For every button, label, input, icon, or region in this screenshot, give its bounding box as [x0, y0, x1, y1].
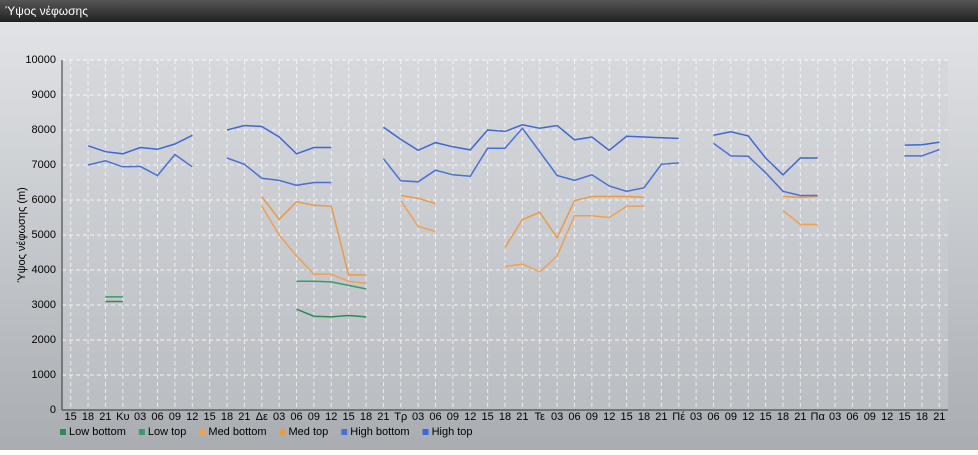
x-tick-label: 15	[898, 411, 910, 423]
y-axis-label: Ύψος νέφωσης (m)	[16, 187, 28, 283]
x-tick-label: 18	[916, 411, 928, 423]
series-line	[105, 300, 367, 318]
x-tick-label: 06	[568, 411, 580, 423]
legend-marker	[199, 429, 206, 435]
legend-label: Low bottom	[69, 426, 126, 438]
x-tick-label: 03	[412, 411, 424, 423]
x-tick-label: 18	[360, 411, 372, 423]
x-tick-label: 09	[864, 411, 876, 423]
y-tick-label: 10000	[25, 54, 56, 66]
legend-label: Med top	[289, 426, 329, 438]
x-tick-label: 15	[620, 411, 632, 423]
x-tick-label: 06	[707, 411, 719, 423]
series-line	[105, 280, 367, 298]
x-tick-label: 09	[308, 411, 320, 423]
x-tick-label: 15	[204, 411, 216, 423]
x-tick-label: 18	[221, 411, 233, 423]
legend-marker	[138, 429, 145, 435]
legend-label: High top	[432, 426, 473, 438]
x-tick-label: Πέ	[672, 411, 685, 423]
x-tick-label: 18	[638, 411, 650, 423]
x-tick-label: 06	[429, 411, 441, 423]
x-tick-label: 03	[829, 411, 841, 423]
series-line	[261, 194, 818, 276]
series-line	[87, 124, 940, 176]
y-tick-label: 9000	[32, 89, 56, 101]
x-tick-label: 21	[933, 411, 945, 423]
legend-marker	[341, 429, 348, 435]
y-tick-label: 6000	[32, 194, 56, 206]
x-tick-label: 09	[725, 411, 737, 423]
x-tick-label: 21	[516, 411, 528, 423]
x-tick-label: 21	[238, 411, 250, 423]
x-tick-label: 12	[881, 411, 893, 423]
x-tick-label: 15	[343, 411, 355, 423]
x-tick-label: 06	[290, 411, 302, 423]
y-tick-label: 8000	[32, 124, 56, 136]
series-line	[87, 127, 940, 197]
y-tick-label: 1000	[32, 369, 56, 381]
legend-marker	[60, 429, 66, 435]
series-line	[261, 200, 818, 285]
y-tick-label: 2000	[32, 334, 56, 346]
x-tick-label: 09	[586, 411, 598, 423]
y-tick-label: 0	[50, 404, 56, 416]
legend-label: Med bottom	[208, 426, 266, 438]
x-tick-label: 18	[777, 411, 789, 423]
x-tick-label: 09	[169, 411, 181, 423]
legend-label: Low top	[148, 426, 187, 438]
x-tick-label: 15	[65, 411, 77, 423]
x-tick-label: 15	[759, 411, 771, 423]
x-tick-label: 06	[846, 411, 858, 423]
x-tick-label: 03	[551, 411, 563, 423]
x-tick-label: 21	[99, 411, 111, 423]
x-tick-label: 12	[186, 411, 198, 423]
x-tick-label: 18	[82, 411, 94, 423]
x-tick-label: 21	[794, 411, 806, 423]
y-tick-label: 4000	[32, 264, 56, 276]
legend-marker	[422, 429, 429, 435]
y-tick-label: 3000	[32, 299, 56, 311]
x-tick-label: 09	[447, 411, 459, 423]
x-tick-label: 15	[482, 411, 494, 423]
x-tick-label: 12	[325, 411, 337, 423]
window-title: Ύψος νέφωσης	[5, 4, 88, 18]
x-tick-label: 12	[742, 411, 754, 423]
x-tick-label: Τρ	[394, 411, 407, 423]
x-tick-label: 18	[499, 411, 511, 423]
legend-marker	[279, 429, 286, 435]
x-tick-label: 03	[273, 411, 285, 423]
x-tick-label: Πα	[811, 411, 826, 423]
x-tick-label: Δε	[256, 411, 268, 423]
legend-label: High bottom	[350, 426, 409, 438]
y-tick-label: 7000	[32, 159, 56, 171]
y-tick-label: 5000	[32, 229, 56, 241]
x-tick-label: 03	[690, 411, 702, 423]
x-tick-label: Κυ	[116, 411, 129, 423]
x-tick-label: 21	[655, 411, 667, 423]
title-bar	[0, 0, 978, 22]
x-tick-label: Τε	[535, 411, 546, 423]
x-tick-label: 21	[377, 411, 389, 423]
x-tick-label: 06	[151, 411, 163, 423]
x-tick-label: 12	[603, 411, 615, 423]
x-tick-label: 12	[464, 411, 476, 423]
x-tick-label: 03	[134, 411, 146, 423]
